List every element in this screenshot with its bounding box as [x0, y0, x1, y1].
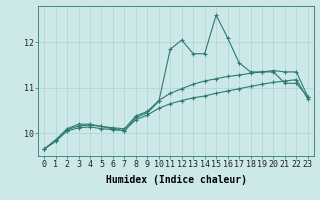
X-axis label: Humidex (Indice chaleur): Humidex (Indice chaleur) [106, 175, 246, 185]
